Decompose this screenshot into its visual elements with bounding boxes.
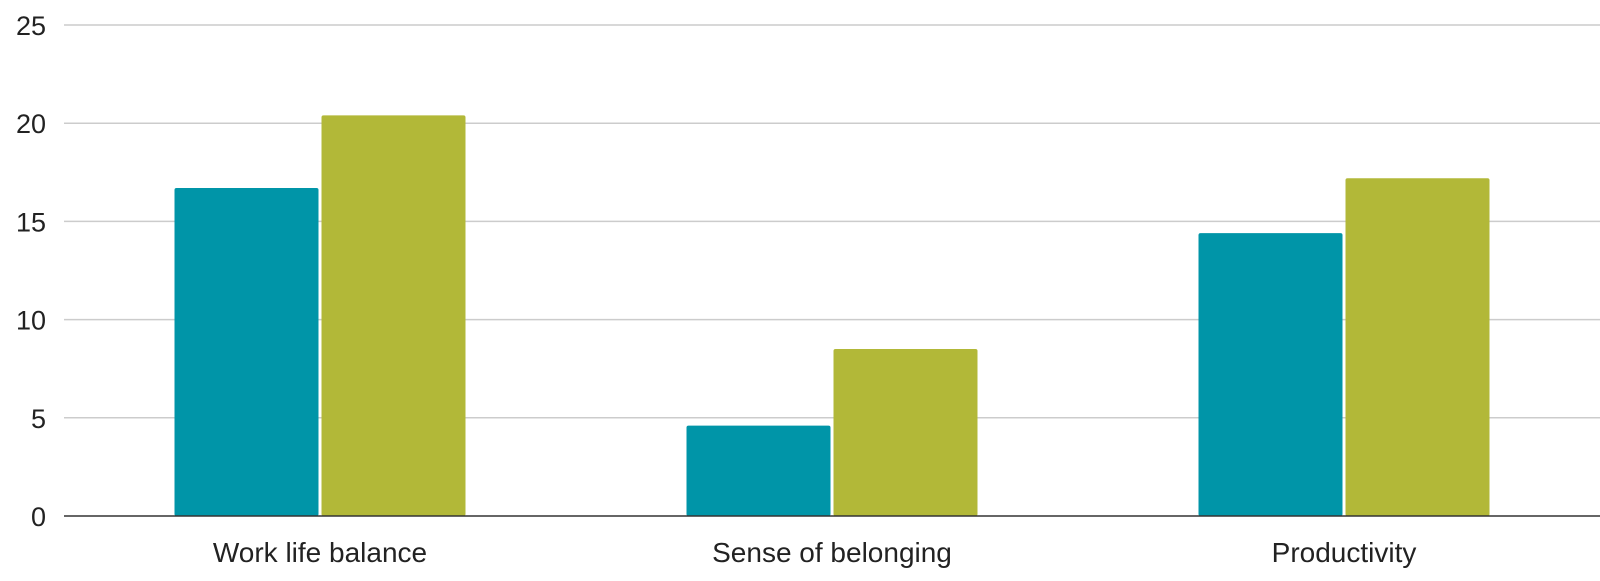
gridlines	[64, 24, 1600, 419]
bar-series1-1	[686, 425, 831, 516]
x-category-label: Work life balance	[213, 537, 427, 568]
bars	[174, 115, 1490, 517]
y-tick-label: 10	[16, 306, 46, 336]
y-tick-label: 25	[16, 11, 46, 41]
x-category-label: Sense of belonging	[712, 537, 952, 568]
y-tick-label: 0	[31, 502, 46, 532]
bar-series2-1	[833, 349, 978, 516]
y-tick-label: 20	[16, 109, 46, 139]
bar-series1-2	[1198, 233, 1343, 516]
bar-series1-0	[174, 188, 319, 516]
x-axis-category-labels: Work life balance Sense of belonging Produ…	[213, 537, 1416, 568]
y-tick-label: 5	[31, 404, 46, 434]
x-category-label: Productivity	[1272, 537, 1417, 568]
y-axis-tick-labels: 0 5 10 15 20 25	[16, 11, 46, 532]
bar-series2-2	[1345, 178, 1490, 516]
bar-series2-0	[321, 115, 466, 517]
y-tick-label: 15	[16, 207, 46, 237]
